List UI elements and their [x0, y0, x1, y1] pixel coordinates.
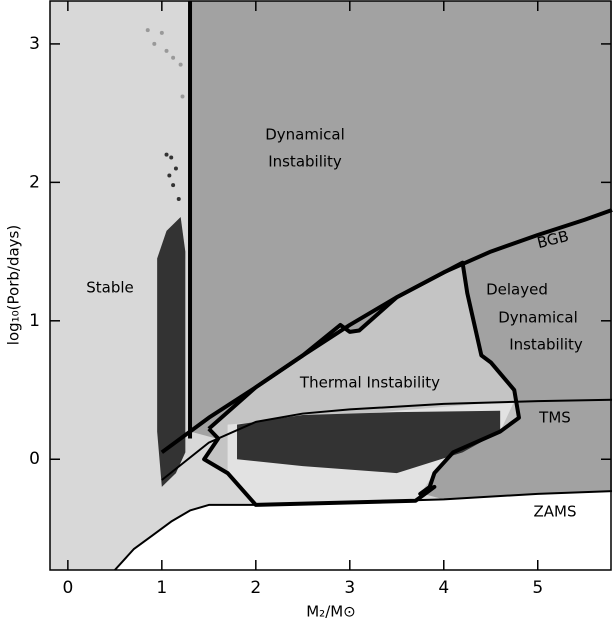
annotation: Dynamical [265, 126, 345, 144]
x-tick-label: 5 [532, 578, 543, 598]
x-tick-label: 3 [344, 578, 355, 598]
point [176, 196, 181, 201]
point [169, 155, 174, 160]
plot-area [50, 1, 613, 571]
x-tick-label: 0 [62, 578, 73, 598]
annotation: Stable [86, 279, 134, 297]
curve [114, 490, 613, 571]
region [237, 410, 501, 474]
annotation: ZAMS [533, 503, 576, 521]
x-axis-label: M₂/M⊙ [306, 603, 356, 621]
point [178, 62, 183, 67]
point [167, 173, 172, 178]
y-tick-label: 1 [29, 311, 40, 331]
x-tick-label: 1 [156, 578, 167, 598]
y-tick-label: 2 [29, 172, 40, 192]
point [171, 183, 176, 188]
x-tick-label: 4 [438, 578, 449, 598]
plot-frame [49, 0, 612, 571]
y-tick-label: 3 [29, 34, 40, 54]
point [152, 41, 157, 46]
region [157, 216, 186, 487]
point [171, 55, 176, 60]
point [164, 152, 169, 157]
region [114, 491, 612, 570]
point [145, 28, 150, 33]
curve [202, 260, 521, 507]
annotation: Instability [509, 336, 583, 354]
annotation: TMS [538, 409, 571, 427]
y-tick-label: 0 [29, 449, 40, 469]
annotation: Instability [268, 153, 342, 171]
point [164, 48, 169, 53]
point [180, 94, 185, 99]
annotation: Dynamical [498, 309, 578, 327]
x-tick-label: 2 [250, 578, 261, 598]
annotation: Thermal Instability [299, 374, 440, 392]
point [159, 30, 164, 35]
y-axis-label: log₁₀(Porb/days) [5, 225, 23, 345]
annotation: Delayed [486, 281, 548, 299]
point [173, 166, 178, 171]
